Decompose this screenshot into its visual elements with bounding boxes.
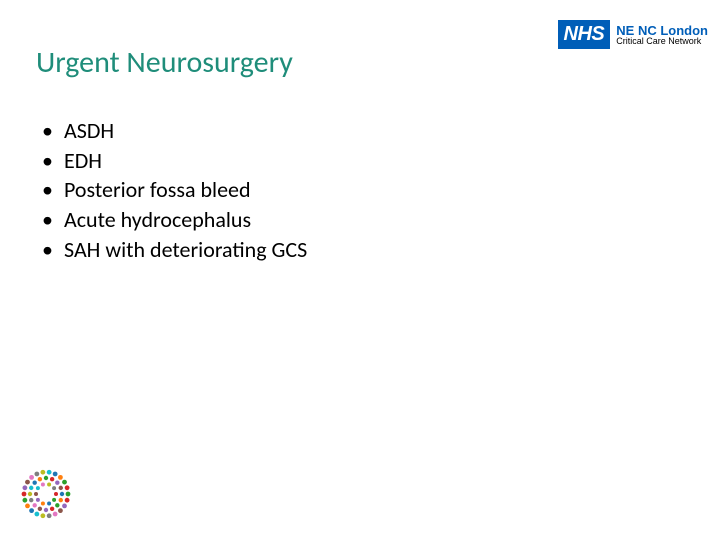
nhs-line1: NE NC London [616,24,708,37]
slide: Urgent Neurosurgery ASDH EDH Posterior f… [0,0,720,540]
nhs-logo: NHS NE NC London Critical Care Network [558,20,708,49]
nhs-logo-text: NE NC London Critical Care Network [616,24,708,46]
rings-icon [18,466,74,522]
list-item: ASDH [42,116,307,146]
slide-title: Urgent Neurosurgery [36,44,293,81]
list-item: Posterior fossa bleed [42,175,307,205]
nhs-line2: Critical Care Network [616,37,708,46]
list-item: Acute hydrocephalus [42,205,307,235]
list-item: EDH [42,146,307,176]
list-item: SAH with deteriorating GCS [42,235,307,265]
bullet-list: ASDH EDH Posterior fossa bleed Acute hyd… [42,116,307,264]
nhs-block: NHS [558,20,611,49]
